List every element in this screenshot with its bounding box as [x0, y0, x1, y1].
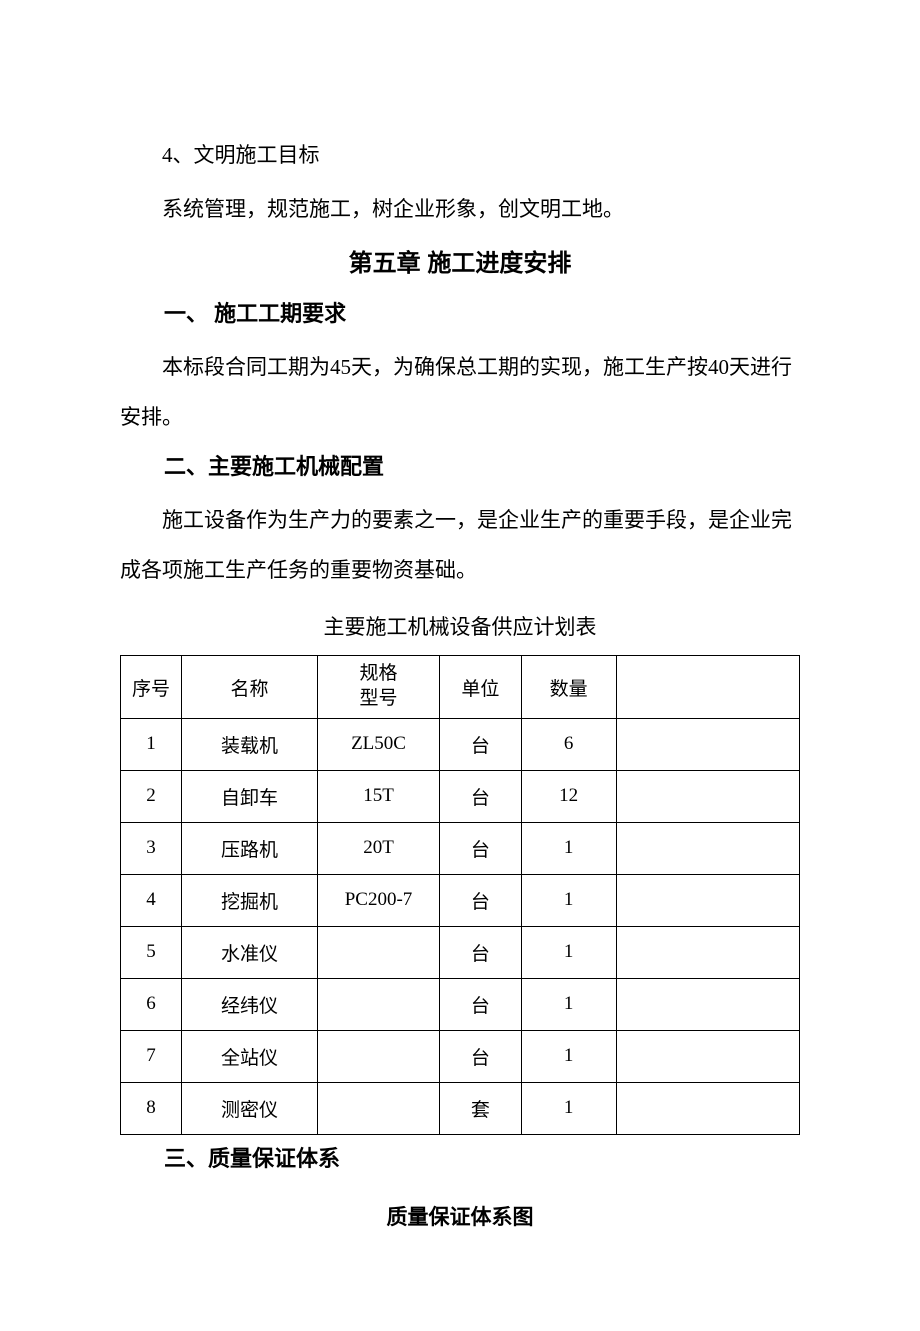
- td-qty: 1: [521, 822, 616, 874]
- td-seq: 5: [121, 926, 182, 978]
- td-blank: [616, 822, 799, 874]
- td-qty: 12: [521, 770, 616, 822]
- td-blank: [616, 978, 799, 1030]
- td-qty: 1: [521, 874, 616, 926]
- td-unit: 台: [440, 1030, 521, 1082]
- table-title: 主要施工机械设备供应计划表: [120, 611, 800, 641]
- equipment-table: 序号 名称 规格 型号 单位 数量 1装载机ZL50C台62自卸车15T台123…: [120, 655, 800, 1134]
- td-blank: [616, 718, 799, 770]
- td-spec: [317, 1082, 439, 1134]
- th-blank: [616, 656, 799, 718]
- table-row: 4挖掘机PC200-7台1: [121, 874, 800, 926]
- td-name: 经纬仪: [182, 978, 318, 1030]
- paragraph-goal-title: 4、文明施工目标: [120, 130, 800, 180]
- td-name: 测密仪: [182, 1082, 318, 1134]
- table-row: 2自卸车15T台12: [121, 770, 800, 822]
- td-qty: 6: [521, 718, 616, 770]
- td-blank: [616, 1030, 799, 1082]
- paragraph-duration: 本标段合同工期为45天，为确保总工期的实现，施工生产按40天进行安排。: [120, 342, 800, 443]
- td-unit: 台: [440, 718, 521, 770]
- td-unit: 台: [440, 822, 521, 874]
- td-spec: PC200-7: [317, 874, 439, 926]
- td-seq: 2: [121, 770, 182, 822]
- chapter-title: 第五章 施工进度安排: [120, 243, 800, 278]
- td-seq: 4: [121, 874, 182, 926]
- td-seq: 6: [121, 978, 182, 1030]
- td-unit: 台: [440, 874, 521, 926]
- td-qty: 1: [521, 978, 616, 1030]
- th-spec-line2: 型号: [360, 688, 398, 709]
- td-unit: 台: [440, 770, 521, 822]
- table-row: 5水准仪 台1: [121, 926, 800, 978]
- th-unit: 单位: [440, 656, 521, 718]
- th-qty: 数量: [521, 656, 616, 718]
- table-row: 3压路机20T台1: [121, 822, 800, 874]
- td-seq: 3: [121, 822, 182, 874]
- table-row: 6经纬仪 台1: [121, 978, 800, 1030]
- td-spec: [317, 926, 439, 978]
- th-seq: 序号: [121, 656, 182, 718]
- th-spec-line1: 规格: [360, 663, 398, 684]
- td-seq: 8: [121, 1082, 182, 1134]
- td-name: 装载机: [182, 718, 318, 770]
- table-header-row: 序号 名称 规格 型号 单位 数量: [121, 656, 800, 718]
- th-name: 名称: [182, 656, 318, 718]
- td-blank: [616, 926, 799, 978]
- td-spec: [317, 978, 439, 1030]
- table-row: 7全站仪 台1: [121, 1030, 800, 1082]
- section3-title: 三、质量保证体系: [164, 1141, 800, 1173]
- paragraph-equipment: 施工设备作为生产力的要素之一，是企业生产的重要手段，是企业完成各项施工生产任务的…: [120, 495, 800, 596]
- td-spec: ZL50C: [317, 718, 439, 770]
- td-name: 自卸车: [182, 770, 318, 822]
- td-unit: 台: [440, 978, 521, 1030]
- td-blank: [616, 1082, 799, 1134]
- td-unit: 套: [440, 1082, 521, 1134]
- table-row: 8测密仪 套1: [121, 1082, 800, 1134]
- td-spec: [317, 1030, 439, 1082]
- td-unit: 台: [440, 926, 521, 978]
- td-spec: 20T: [317, 822, 439, 874]
- td-blank: [616, 770, 799, 822]
- td-blank: [616, 874, 799, 926]
- section2-title: 二、主要施工机械配置: [164, 449, 800, 481]
- section1-title: 一、 施工工期要求: [164, 296, 800, 328]
- td-name: 水准仪: [182, 926, 318, 978]
- td-qty: 1: [521, 1030, 616, 1082]
- td-seq: 7: [121, 1030, 182, 1082]
- td-seq: 1: [121, 718, 182, 770]
- td-name: 压路机: [182, 822, 318, 874]
- th-spec: 规格 型号: [317, 656, 439, 718]
- td-spec: 15T: [317, 770, 439, 822]
- td-name: 挖掘机: [182, 874, 318, 926]
- td-qty: 1: [521, 1082, 616, 1134]
- subsection-title: 质量保证体系图: [120, 1201, 800, 1231]
- td-name: 全站仪: [182, 1030, 318, 1082]
- table-row: 1装载机ZL50C台6: [121, 718, 800, 770]
- paragraph-goal-body: 系统管理，规范施工，树企业形象，创文明工地。: [120, 184, 800, 234]
- td-qty: 1: [521, 926, 616, 978]
